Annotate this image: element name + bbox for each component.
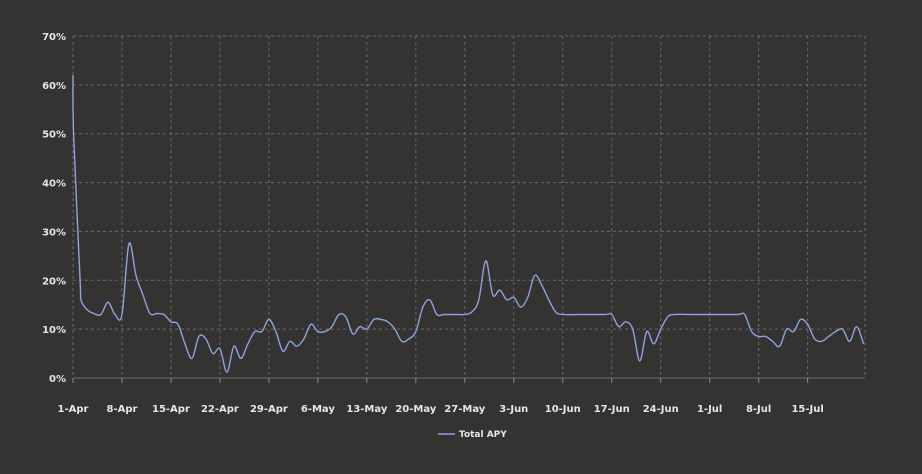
- y-tick-label: 40%: [42, 179, 66, 190]
- x-axis: 1-Apr 8-Apr 15-Apr 22-Apr 29-Apr 6-May 13-May 2…: [58, 378, 824, 415]
- x-tick-label: 3-Jun: [499, 404, 528, 415]
- y-tick-label: 30%: [42, 227, 66, 238]
- y-tick-label: 10%: [42, 325, 66, 336]
- x-tick-label: 15-Jul: [791, 404, 823, 415]
- x-tick-label: 1-Jul: [697, 404, 722, 415]
- x-tick-label: 22-Apr: [201, 404, 239, 415]
- legend: Total APY: [438, 430, 507, 440]
- x-tick-label: 27-May: [444, 404, 485, 415]
- x-tick-label: 8-Jul: [746, 404, 771, 415]
- x-tick-label: 6-May: [301, 404, 336, 415]
- x-tick-label: 10-Jun: [545, 404, 581, 415]
- x-tick-label: 29-Apr: [250, 404, 288, 415]
- series-layer: [72, 75, 865, 373]
- y-tick-label: 20%: [42, 276, 66, 287]
- legend-label: Total APY: [459, 430, 507, 440]
- x-tick-label: 20-May: [395, 404, 436, 415]
- x-tick-label: 13-May: [346, 404, 387, 415]
- x-tick-label: 24-Jun: [643, 404, 679, 415]
- x-tick-label: 17-Jun: [594, 404, 630, 415]
- x-tick-label: 8-Apr: [107, 404, 138, 415]
- y-tick-label: 70%: [42, 32, 66, 43]
- x-tick-label: 1-Apr: [58, 404, 89, 415]
- y-tick-label: 50%: [42, 130, 66, 141]
- y-tick-label: 0%: [49, 374, 66, 385]
- x-tick-label: 15-Apr: [152, 404, 190, 415]
- y-axis: 0% 10% 20% 30% 40% 50% 60% 70%: [42, 32, 66, 385]
- grid: [72, 35, 866, 379]
- y-tick-label: 60%: [42, 81, 66, 92]
- series-line-total-apy: [72, 75, 865, 373]
